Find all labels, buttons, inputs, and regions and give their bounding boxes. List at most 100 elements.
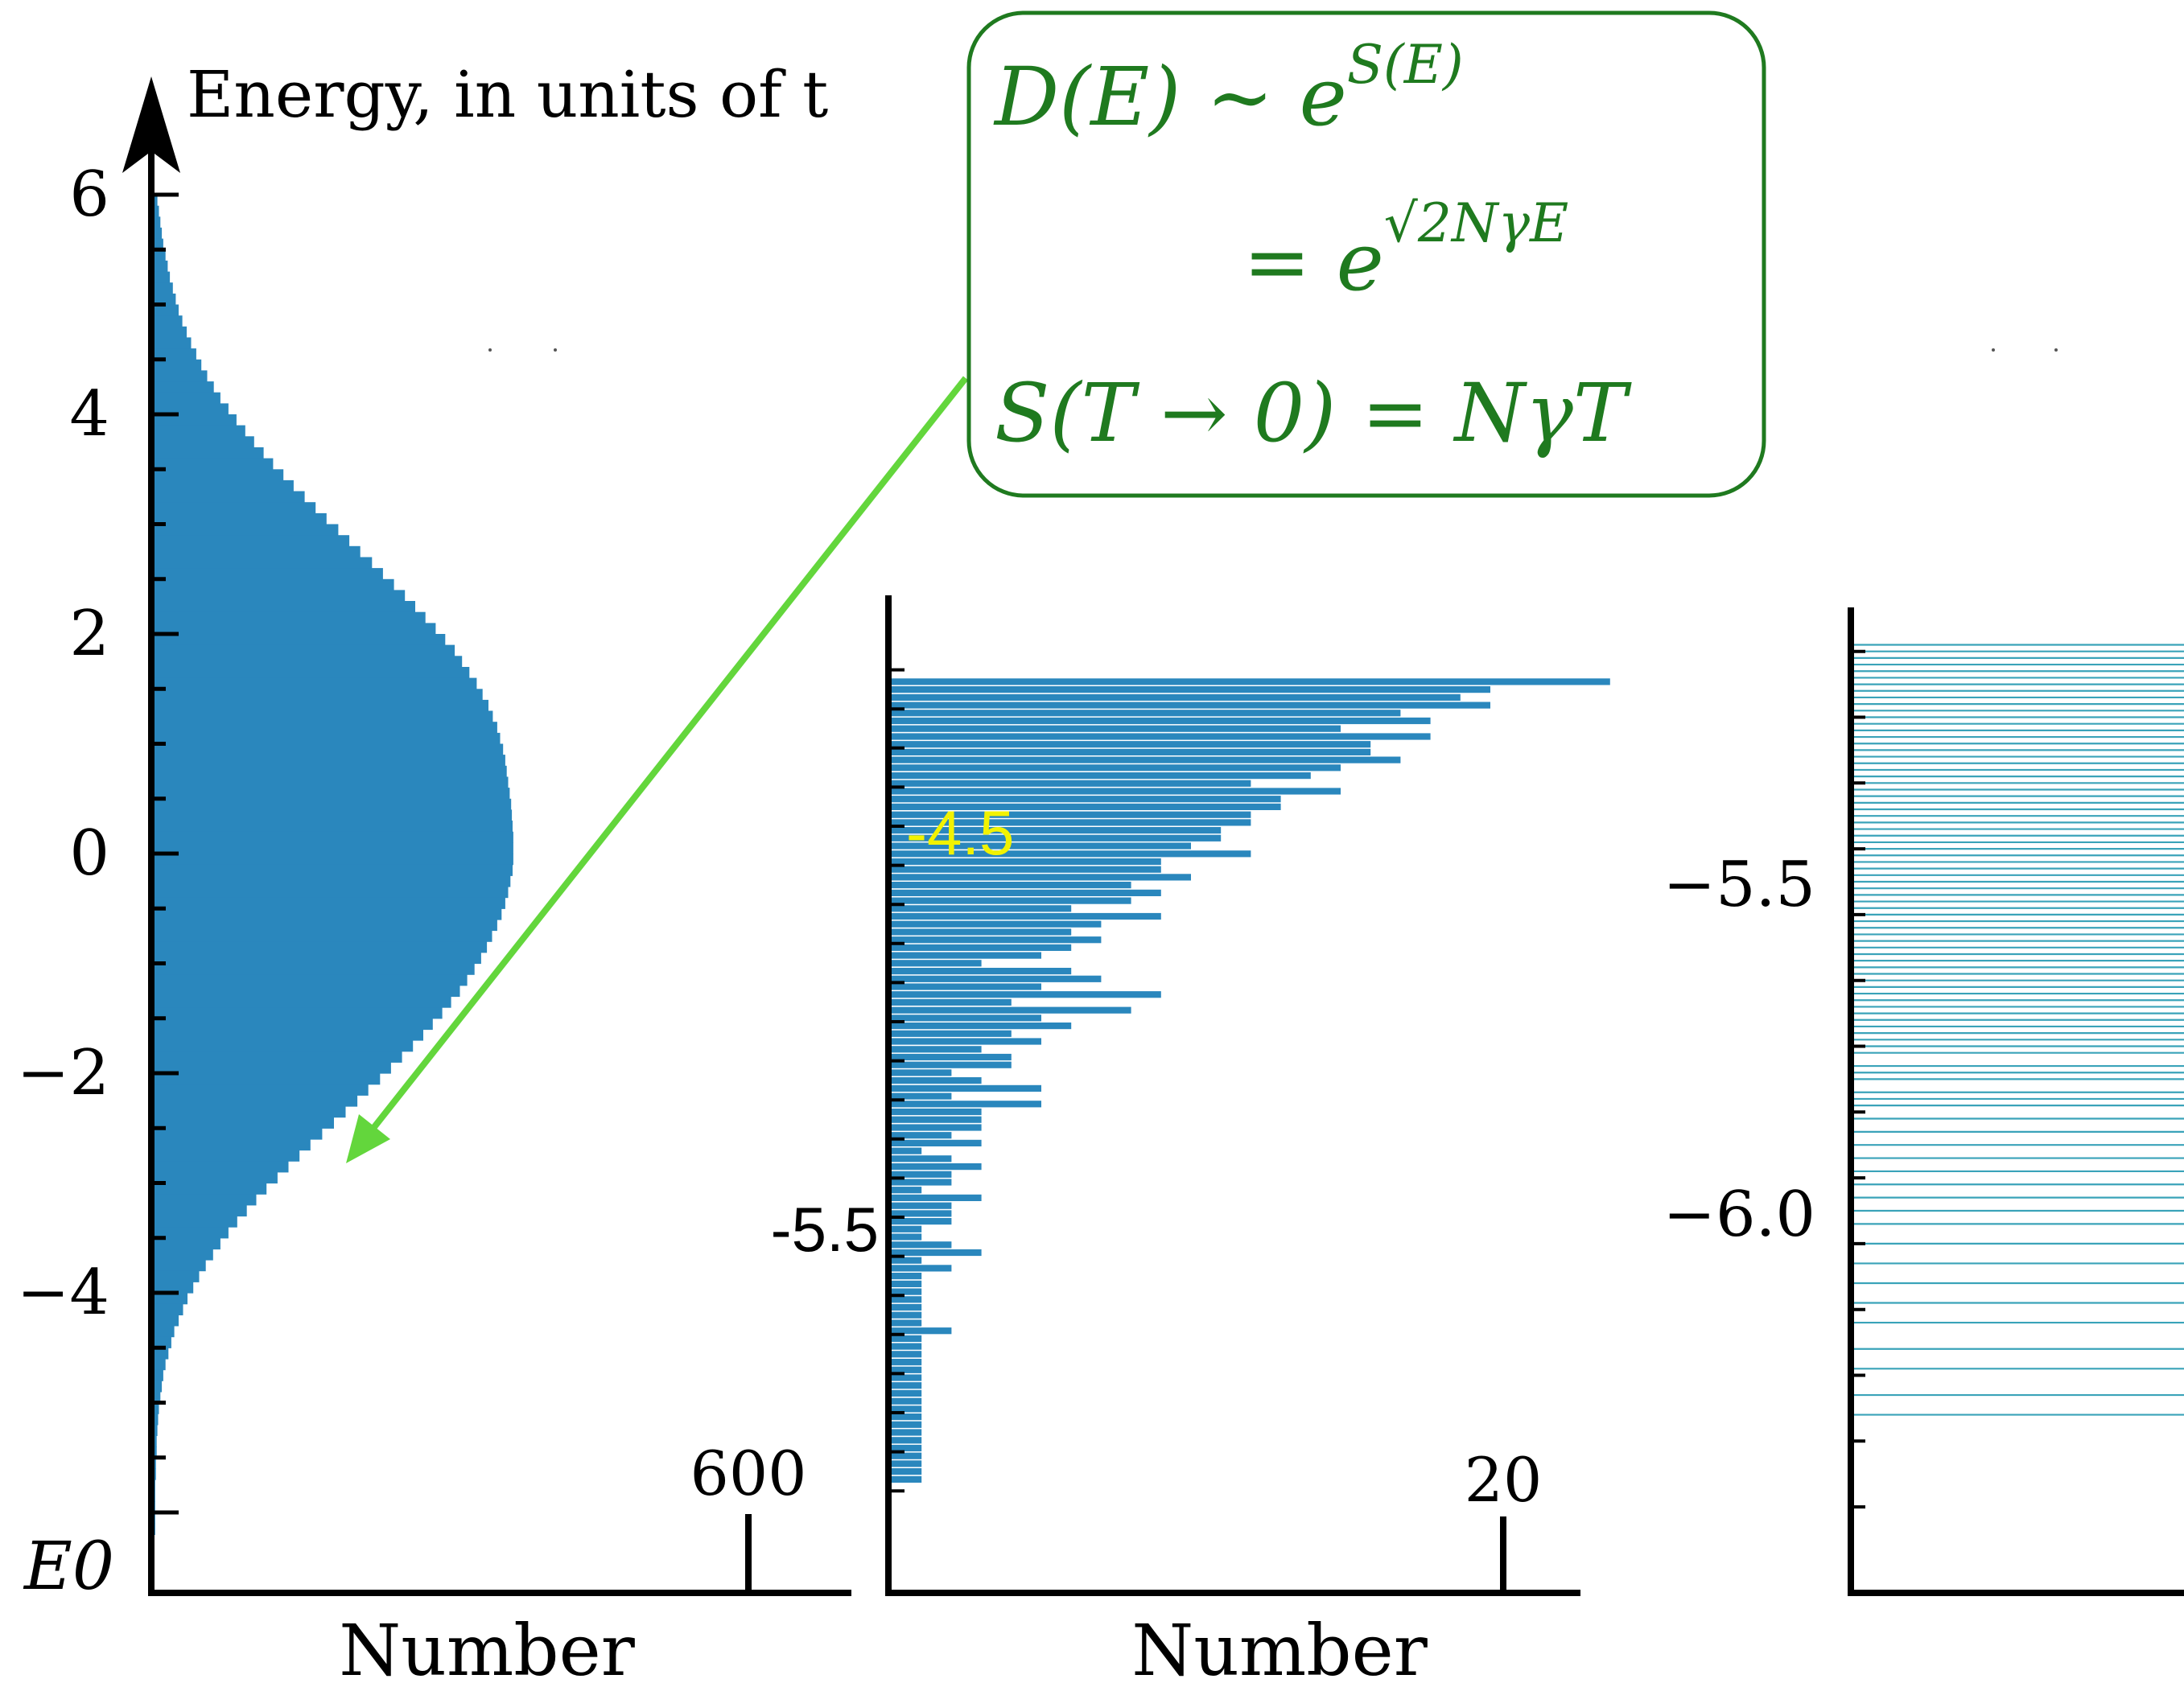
histogram-bar xyxy=(155,502,316,514)
tail-bar xyxy=(892,827,1222,834)
histogram-bar xyxy=(155,1138,311,1151)
histogram-bar xyxy=(155,941,488,953)
y-tick-label: −4 xyxy=(17,1257,109,1329)
tail-bar xyxy=(892,1280,922,1287)
ground-energy-label: E0 xyxy=(23,1529,114,1605)
histogram-bar xyxy=(155,1204,247,1217)
tail-bar xyxy=(892,1389,922,1397)
histogram-bar xyxy=(155,359,202,371)
histogram-bar xyxy=(155,974,468,986)
tail-bar xyxy=(892,1405,922,1413)
histogram-bar xyxy=(155,326,187,338)
histogram-bar xyxy=(155,337,192,349)
tail-bar xyxy=(892,991,1161,998)
tail-bar xyxy=(892,819,1251,826)
histogram-bar xyxy=(155,403,229,415)
histogram-bar xyxy=(155,381,214,393)
tail-bar xyxy=(892,1303,922,1311)
histogram-bar xyxy=(155,1369,163,1381)
histogram-bar xyxy=(155,260,168,273)
histogram-bar xyxy=(155,568,383,580)
tail-bar xyxy=(892,1359,922,1366)
tail-bar xyxy=(892,1101,1041,1108)
tail-bar xyxy=(892,983,1041,990)
full-spectrum-x-tick-label: 600 xyxy=(690,1438,806,1509)
histogram-bar xyxy=(155,732,501,745)
histogram-bar xyxy=(155,271,171,283)
levels-y-tick-label-2: −6.0 xyxy=(1663,1179,1815,1251)
histogram-bar xyxy=(155,765,507,778)
tail-bar xyxy=(892,1038,1041,1045)
tail-bar xyxy=(892,1429,922,1436)
histogram-bar xyxy=(155,195,158,207)
histogram-bar xyxy=(155,1391,161,1404)
histogram-bar xyxy=(155,1336,171,1348)
histogram-bar xyxy=(155,1084,369,1096)
tail-bar xyxy=(892,1319,922,1327)
stray-dot xyxy=(1992,348,1995,352)
histogram-bar xyxy=(155,875,511,887)
histogram-bar xyxy=(155,1194,257,1206)
tail-bar xyxy=(892,717,1431,725)
histogram-bar xyxy=(155,1216,237,1228)
histogram-bar xyxy=(155,1161,289,1173)
histogram-bar xyxy=(155,919,497,932)
tail-bar xyxy=(892,920,1102,928)
histogram-bar xyxy=(155,1040,414,1052)
histogram-bar xyxy=(155,557,373,569)
histogram-bar xyxy=(155,392,220,404)
tail-bar xyxy=(892,748,1371,755)
tail-bar xyxy=(892,1210,952,1217)
stray-dot xyxy=(488,348,492,352)
tail-bar xyxy=(892,1296,922,1303)
stray-dot xyxy=(2054,348,2058,352)
tail-bar xyxy=(892,1397,922,1405)
tail-bar xyxy=(892,1475,922,1483)
histogram-bar xyxy=(155,623,436,635)
histogram-bar xyxy=(155,1435,157,1447)
histogram-bar xyxy=(155,227,163,240)
tail-bar xyxy=(892,1241,952,1249)
y-tick-label: 0 xyxy=(69,817,109,890)
tail-bar xyxy=(892,1069,952,1076)
tail-bar xyxy=(892,1147,922,1154)
tail-bar xyxy=(892,1374,922,1381)
histogram-bar xyxy=(155,897,505,909)
full-spectrum-x-label: Number xyxy=(339,1609,636,1683)
tail-bar xyxy=(892,1006,1131,1014)
histogram-bar xyxy=(155,677,477,689)
histogram-bar xyxy=(155,238,163,250)
tail-bar xyxy=(892,764,1341,772)
tail-bar xyxy=(892,858,1161,866)
histogram-bar xyxy=(155,1446,157,1459)
histogram-bar xyxy=(155,436,254,448)
histogram-bar xyxy=(155,1402,159,1414)
tail-bar xyxy=(892,944,1072,951)
tail-bar xyxy=(892,1382,922,1389)
histogram-bar xyxy=(155,1051,402,1063)
tail-bar xyxy=(892,1311,922,1319)
panel-levels: −5.5 −6.0 xyxy=(1663,607,2184,1596)
level-lines xyxy=(1854,644,2184,1416)
histogram-bar xyxy=(155,788,510,800)
histogram-bar xyxy=(155,545,361,558)
tail-bar xyxy=(892,998,1012,1006)
histogram-bar xyxy=(155,293,176,306)
tail-bar xyxy=(892,975,1102,982)
histogram-bar xyxy=(155,887,509,899)
tail-bar xyxy=(892,1437,922,1444)
tail-bar xyxy=(892,1273,922,1280)
histogram-bar xyxy=(155,1227,229,1239)
tail-bar xyxy=(892,912,1161,920)
tail-bar xyxy=(892,1046,982,1053)
histogram-bar xyxy=(155,821,513,833)
tail-bar xyxy=(892,1053,1012,1061)
histogram-bar xyxy=(155,512,327,525)
histogram-bar xyxy=(155,699,488,712)
histogram-bar xyxy=(155,1381,163,1393)
histogram-bar xyxy=(155,216,161,228)
histogram-bar xyxy=(155,1117,334,1129)
tail-bar xyxy=(892,968,1072,975)
histogram-bar xyxy=(155,601,415,613)
